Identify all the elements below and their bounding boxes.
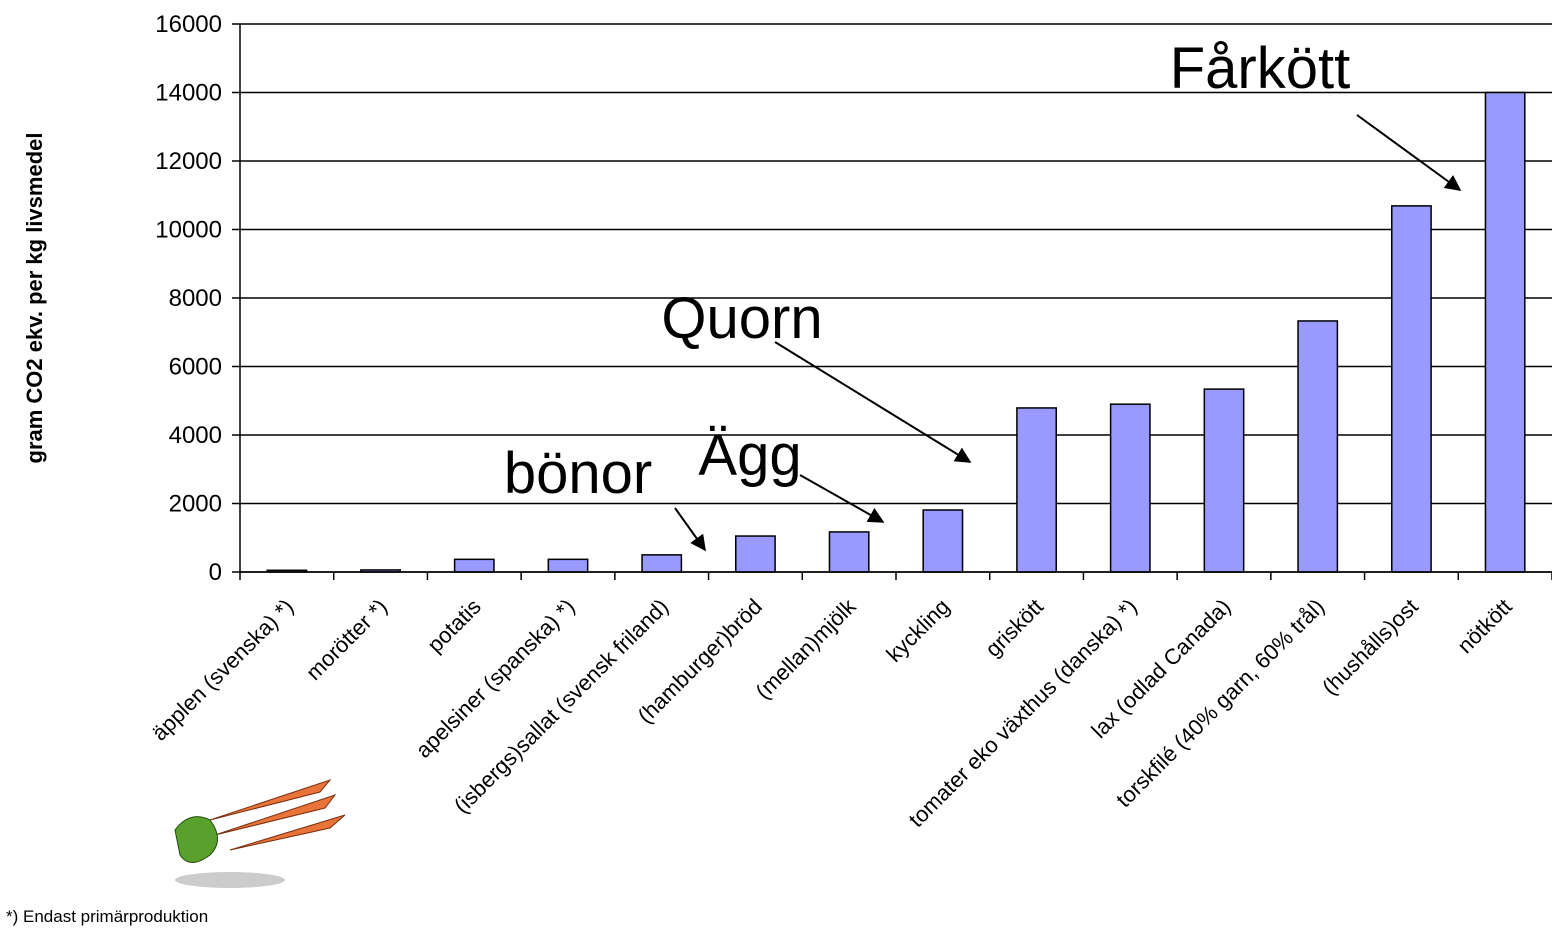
y-tick-label: 6000 (169, 354, 222, 381)
bar (1204, 389, 1243, 572)
annotation-arrow (1357, 115, 1460, 190)
y-tick-label: 14000 (155, 80, 222, 107)
y-tick-label: 10000 (155, 217, 222, 244)
x-tick-label: griskött (980, 594, 1048, 662)
annotation: Quorn (661, 286, 822, 351)
x-tick-label: potatis (422, 594, 486, 658)
annotation-arrow (775, 342, 970, 462)
y-tick-label: 0 (209, 559, 222, 586)
y-axis-label: gram CO2 ekv. per kg livsmedel (22, 133, 47, 464)
chart: gram CO2 ekv. per kg livsmedel *) Endast… (0, 0, 1552, 941)
bar (1392, 206, 1431, 572)
bar (642, 555, 681, 572)
x-tick-label: morötter *) (301, 594, 392, 685)
x-tick-label: kyckling (881, 594, 954, 667)
y-tick-label: 4000 (169, 422, 222, 449)
bar (1485, 93, 1524, 573)
annotation: Fårkött (1170, 36, 1351, 101)
bar (923, 510, 962, 572)
x-tick-label: äpplen (svenska) *) (147, 594, 299, 746)
bar (829, 532, 868, 572)
bar (548, 559, 587, 572)
bar (1111, 404, 1150, 572)
y-tick-label: 2000 (169, 491, 222, 518)
annotation: Ägg (698, 423, 801, 488)
y-tick-label: 16000 (155, 11, 222, 38)
annotation: bönor (504, 441, 652, 506)
annotation-arrow (800, 475, 883, 522)
page: gram CO2 ekv. per kg livsmedel *) Endast… (0, 0, 1552, 941)
annotation-arrow (675, 508, 705, 550)
bar (455, 559, 494, 572)
bar (1298, 321, 1337, 572)
footnote: *) Endast primärproduktion (6, 907, 208, 926)
bar (736, 536, 775, 572)
x-tick-label: (hushålls)ost (1317, 594, 1423, 700)
x-tick-label: (mellan)mjölk (751, 593, 862, 704)
x-tick-label: apelsiner (spanska) *) (411, 594, 580, 763)
y-tick-label: 8000 (169, 285, 222, 312)
carrot-icon (175, 780, 345, 888)
y-tick-label: 12000 (155, 148, 222, 175)
bar (1017, 408, 1056, 572)
x-tick-label: nötkött (1452, 594, 1516, 658)
